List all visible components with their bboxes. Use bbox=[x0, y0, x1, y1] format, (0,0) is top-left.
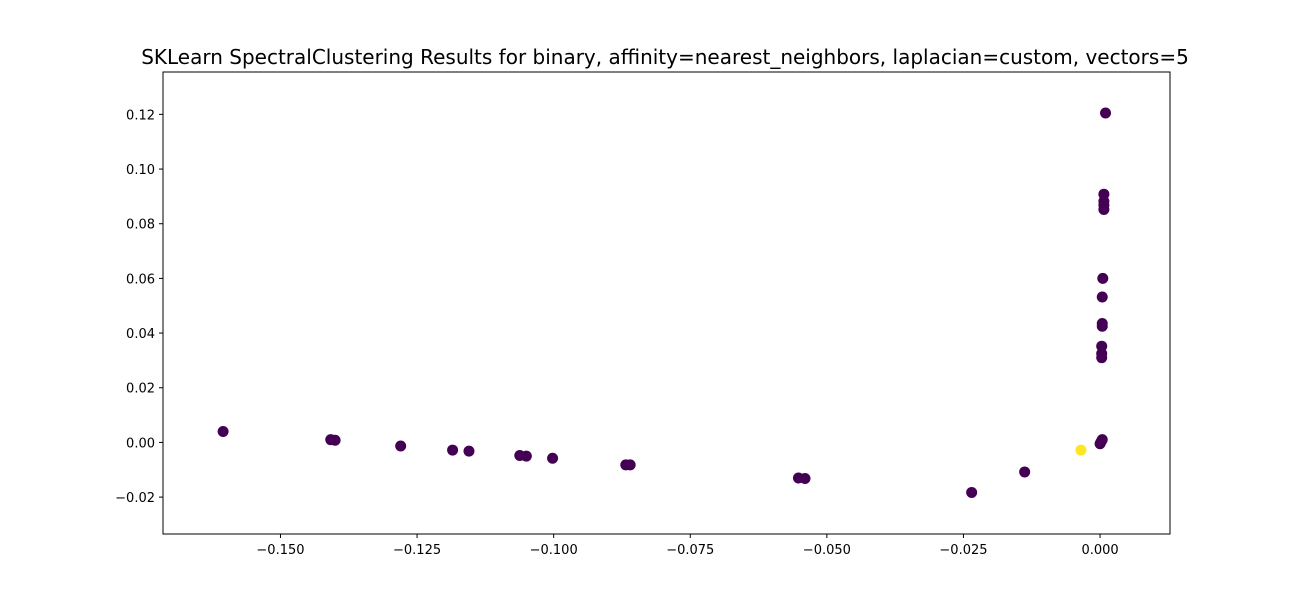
data-point-cluster-0 bbox=[217, 425, 229, 437]
data-point-cluster-0 bbox=[1097, 272, 1109, 284]
data-point-cluster-0 bbox=[966, 486, 978, 498]
y-tick-label: 0.10 bbox=[126, 163, 155, 178]
data-point-cluster-0 bbox=[1096, 434, 1108, 446]
data-point-cluster-0 bbox=[624, 459, 636, 471]
data-point-cluster-0 bbox=[463, 445, 475, 457]
x-tick-label: −0.150 bbox=[256, 543, 304, 558]
data-point-cluster-0 bbox=[1098, 188, 1110, 200]
data-point-cluster-0 bbox=[395, 440, 407, 452]
x-axis: −0.150 −0.125 −0.100 −0.075 −0.050 −0.025 0.00… bbox=[256, 534, 1119, 558]
x-tick-label: −0.075 bbox=[666, 543, 714, 558]
data-point-cluster-1 bbox=[1075, 444, 1087, 456]
y-tick-label: 0.12 bbox=[126, 108, 155, 123]
plot-area-frame bbox=[162, 71, 1171, 535]
data-point-cluster-0 bbox=[1096, 318, 1108, 330]
y-axis: −0.02 0.00 0.02 0.04 0.06 0.08 0.10 0.12 bbox=[115, 108, 163, 506]
data-point-cluster-0 bbox=[1096, 291, 1108, 303]
data-point-cluster-0 bbox=[520, 450, 532, 462]
y-tick-label: 0.00 bbox=[126, 436, 155, 451]
data-point-cluster-0 bbox=[329, 434, 341, 446]
y-tick-label: 0.06 bbox=[126, 272, 155, 287]
data-point-cluster-0 bbox=[547, 452, 559, 464]
x-tick-label: −0.025 bbox=[939, 543, 987, 558]
data-points bbox=[217, 107, 1112, 498]
data-point-cluster-0 bbox=[1100, 107, 1112, 119]
data-point-cluster-0 bbox=[1096, 340, 1108, 352]
chart-title: SKLearn SpectralClustering Results for b… bbox=[141, 45, 1189, 69]
data-point-cluster-0 bbox=[447, 444, 459, 456]
x-tick-label: −0.125 bbox=[393, 543, 441, 558]
x-tick-label: −0.100 bbox=[530, 543, 578, 558]
data-point-cluster-0 bbox=[1019, 466, 1031, 478]
x-tick-label: −0.050 bbox=[803, 543, 851, 558]
data-point-cluster-0 bbox=[799, 473, 811, 485]
y-tick-label: −0.02 bbox=[115, 491, 155, 506]
x-tick-label: 0.000 bbox=[1081, 543, 1118, 558]
y-tick-label: 0.04 bbox=[126, 327, 155, 342]
y-tick-label: 0.08 bbox=[126, 218, 155, 233]
y-tick-label: 0.02 bbox=[126, 382, 155, 397]
